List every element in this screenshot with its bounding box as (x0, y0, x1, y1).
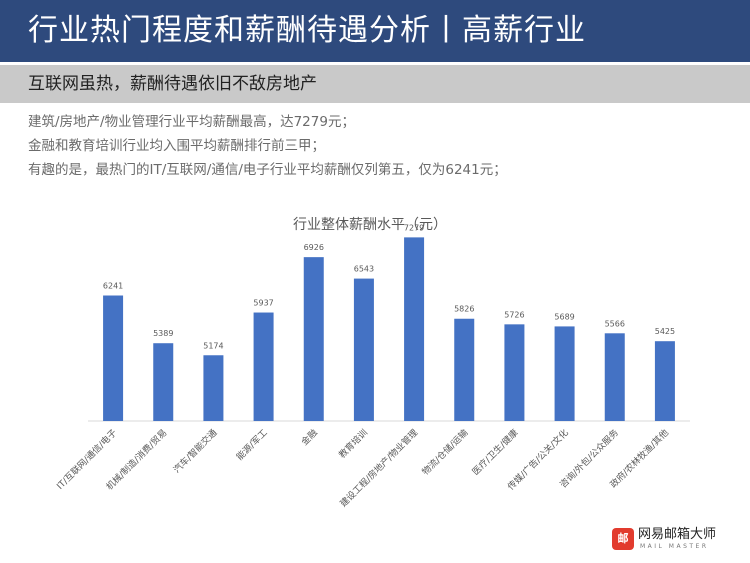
bar (153, 343, 174, 421)
data-label: 6241 (103, 282, 123, 291)
logo-name-en: MAIL MASTER (640, 543, 709, 550)
x-tick-label: 金融 (299, 427, 320, 448)
data-label: 5826 (454, 305, 474, 314)
summary-text: 建筑/房地产/物业管理行业平均薪酬最高，达7279元； 金融和教育培训行业均入围… (28, 110, 728, 182)
header-bar: 行业热门程度和薪酬待遇分析丨高薪行业 (0, 0, 750, 62)
page-title: 行业热门程度和薪酬待遇分析丨高薪行业 (28, 13, 586, 48)
bar (504, 324, 525, 421)
chart-title: 行业整体薪酬水平（元） (293, 217, 447, 233)
bar (454, 318, 475, 421)
bar (103, 295, 124, 421)
x-tick-label: 物流/仓储/运输 (419, 427, 470, 478)
summary-line: 有趣的是，最热门的IT/互联网/通信/电子行业平均薪酬仅列第五，仅为6241元； (28, 162, 507, 178)
data-label: 5174 (203, 341, 223, 350)
x-tick-label: 教育培训 (336, 427, 370, 461)
data-label: 7279 (404, 223, 424, 232)
data-label: 5726 (504, 310, 524, 319)
subheader-text: 互联网虽热，薪酬待遇依旧不敌房地产 (28, 74, 317, 94)
subheader-bar: 互联网虽热，薪酬待遇依旧不敌房地产 (0, 65, 750, 103)
data-label: 5689 (554, 312, 574, 321)
salary-bar-chart: 行业整体薪酬水平（元）6241IT/互联网/通信/电子5389机械/制造/消费/… (54, 217, 690, 510)
bar (604, 333, 625, 421)
data-label: 6543 (354, 265, 374, 274)
logo-name: 网易邮箱大师 (638, 527, 717, 542)
bar (554, 326, 575, 421)
mail-master-logo: 邮 网易邮箱大师 MAIL MASTER (612, 527, 732, 553)
x-tick-label: 汽车/智能交通 (171, 427, 220, 476)
bar (303, 257, 324, 421)
x-tick-label: 能源/军工 (234, 427, 270, 463)
data-label: 5566 (605, 319, 625, 328)
data-label: 5389 (153, 329, 173, 338)
x-tick-label: 医疗/卫生/健康 (470, 427, 521, 478)
x-tick-label: 建设工程/房地产/物业管理 (337, 427, 420, 510)
summary-line: 金融和教育培训行业均入围平均薪酬排行前三甲； (28, 138, 325, 154)
bar (404, 237, 425, 421)
bar (203, 355, 224, 421)
data-label: 5937 (253, 299, 273, 308)
bar (654, 341, 675, 421)
data-label: 6926 (304, 243, 324, 252)
summary-line: 建筑/房地产/物业管理行业平均薪酬最高，达7279元； (28, 114, 355, 130)
bar (253, 312, 274, 421)
logo-mark-icon: 邮 (612, 528, 634, 550)
bar (353, 278, 374, 421)
data-label: 5425 (655, 327, 675, 336)
